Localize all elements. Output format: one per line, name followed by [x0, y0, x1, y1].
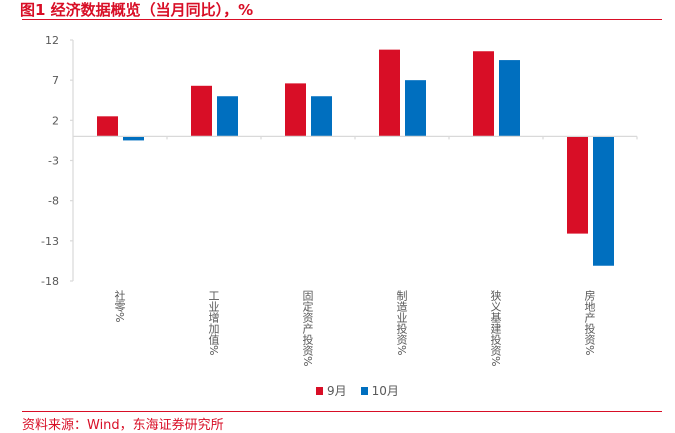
x-tick-label: 工业增加值% — [207, 290, 220, 356]
y-tick-label: 2 — [52, 114, 59, 127]
bar-oct — [311, 96, 332, 137]
y-tick-label: -8 — [48, 195, 59, 208]
legend-swatch-oct — [360, 386, 368, 395]
x-tick-label: 房地产投资% — [583, 290, 596, 356]
y-tick-label: -18 — [41, 275, 59, 288]
footer-divider — [22, 411, 662, 412]
source-note: 资料来源：Wind，东海证券研究所 — [22, 418, 224, 433]
bar-sep — [97, 116, 118, 137]
legend-label-oct: 10月 — [371, 384, 399, 398]
bar-oct — [123, 136, 144, 141]
x-tick-label: 狭义基建投资% — [489, 290, 502, 367]
x-tick-label: 社零% — [113, 290, 126, 323]
bar-sep — [379, 49, 400, 137]
x-tick-label: 制造业投资% — [395, 290, 408, 356]
bar-oct — [217, 96, 238, 137]
bar-sep — [285, 83, 306, 137]
bar-oct — [405, 80, 426, 137]
bar-oct — [593, 136, 614, 266]
bar-chart: 12 7 2 -3 -8 -13 -18 — [41, 34, 638, 288]
legend-swatch-sep — [316, 386, 323, 395]
x-tick-label: 固定资产投资% — [301, 290, 314, 367]
y-tick-label: -13 — [41, 235, 59, 248]
legend: 9月 10月 — [316, 382, 399, 399]
bar-sep — [567, 136, 588, 234]
bar-oct — [499, 60, 520, 137]
y-tick-label: 7 — [52, 74, 59, 87]
bar-sep — [191, 85, 212, 137]
title-divider — [22, 19, 662, 20]
y-tick-label: 12 — [45, 34, 59, 47]
y-tick-label: -3 — [48, 155, 59, 168]
legend-label-sep: 9月 — [327, 384, 347, 398]
bar-sep — [473, 51, 494, 137]
chart-title: 图1 经济数据概览（当月同比），% — [20, 1, 254, 19]
